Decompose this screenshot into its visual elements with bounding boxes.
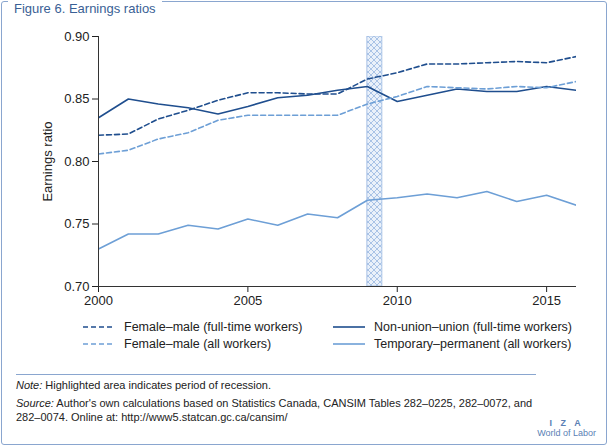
html-text:Female–male (full-time workers: Female–male (full-time workers) [124,320,303,334]
html-text:Figure 6. Earnings ratios: Figure 6. Earnings ratios [14,1,156,16]
svg-text:0.85: 0.85 [64,91,89,106]
svg-text:0.80: 0.80 [64,154,89,169]
svg-text:2000: 2000 [84,293,113,308]
html-text:Temporary–permanent (all worke: Temporary–permanent (all workers) [374,337,572,351]
svg-text:Earnings ratio: Earnings ratio [40,121,55,201]
svg-text:0.90: 0.90 [64,29,89,44]
html-text:Note: Highlighted area indicat: Note: Highlighted area indicates period … [16,379,271,391]
svg-text:2015: 2015 [532,293,561,308]
html-text:Female–male (all workers): Female–male (all workers) [124,337,272,351]
svg-text:0.75: 0.75 [64,216,89,231]
svg-text:0.70: 0.70 [64,279,89,294]
svg-text:2005: 2005 [233,293,262,308]
html-text:Non-union–union (full-time wor: Non-union–union (full-time workers) [374,320,572,334]
html-text:World of Labor: World of Labor [537,428,596,438]
svg-text:2010: 2010 [383,293,412,308]
html-text:Source: Author's own calculati: Source: Author's own calculations based … [16,397,533,423]
html-text:I Z A: I Z A [549,418,584,428]
